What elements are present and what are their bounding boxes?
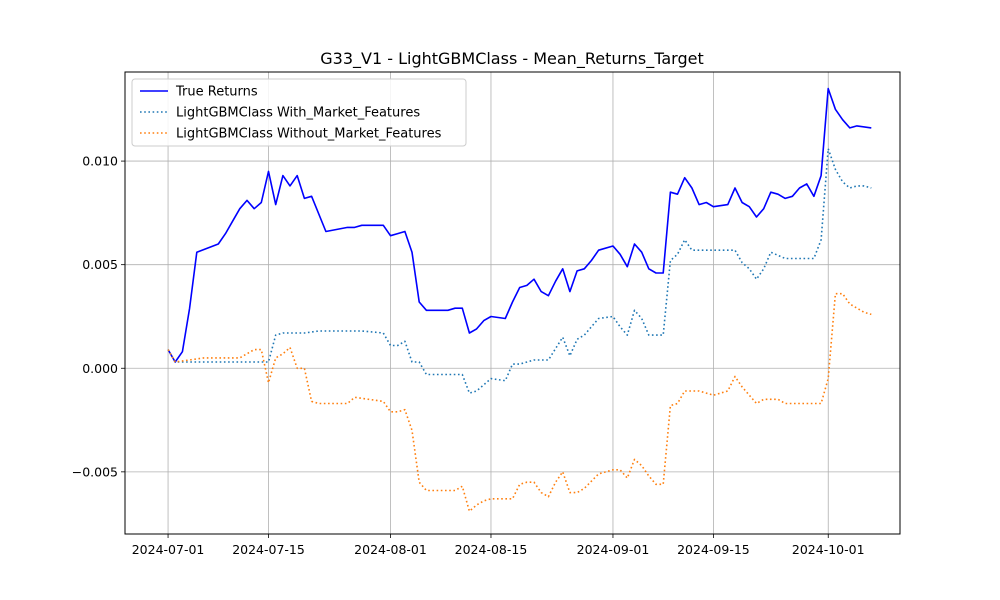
grid-lines	[125, 72, 900, 534]
legend: True Returns LightGBMClass With_Market_Fe…	[131, 78, 467, 147]
y-axis: 0.000 0.005 0.010 −0.005	[72, 154, 125, 479]
x-tick-label: 2024-07-15	[232, 542, 305, 557]
y-tick-label: 0.005	[82, 257, 118, 272]
y-tick-label: 0.010	[82, 154, 118, 169]
x-tick-label: 2024-07-01	[132, 542, 205, 557]
series-line-2	[167, 147, 872, 394]
legend-label: LightGBMClass With_Market_Features	[176, 106, 420, 121]
series-line-3	[167, 292, 872, 513]
x-tick-label: 2024-09-15	[677, 542, 750, 557]
x-tick-label: 2024-09-01	[577, 542, 650, 557]
x-tick-label: 2024-08-15	[455, 542, 528, 557]
plot-frame	[124, 71, 901, 535]
legend-box	[131, 78, 467, 147]
series-layer	[167, 87, 872, 513]
legend-label: True Returns	[175, 85, 258, 100]
chart-title: G33_V1 - LightGBMClass - Mean_Returns_Ta…	[320, 49, 704, 69]
y-tick-label: 0.000	[82, 361, 118, 376]
series-line-1	[167, 87, 872, 363]
legend-label: LightGBMClass Without_Market_Features	[176, 127, 442, 142]
y-tick-label: −0.005	[72, 464, 118, 479]
x-tick-label: 2024-10-01	[792, 542, 865, 557]
x-axis: 2024-07-01 2024-07-15 2024-08-01 2024-08-15…	[132, 534, 865, 557]
x-tick-label: 2024-08-01	[354, 542, 427, 557]
